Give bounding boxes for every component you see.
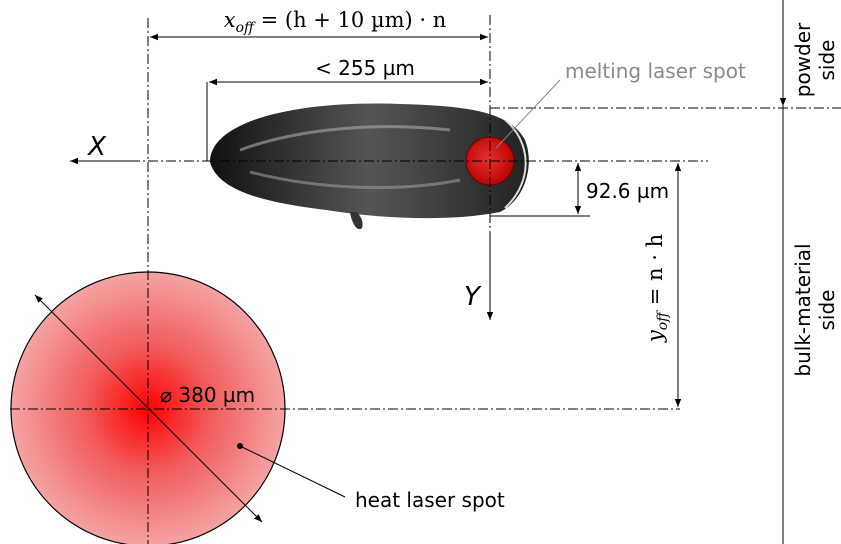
x-axis-label: X [86, 132, 107, 162]
heat-spot-label: heat laser spot [355, 488, 505, 512]
melting-spot-label: melting laser spot [565, 59, 746, 83]
x-offset-formula: xoff = (h + 10 µm) · n [224, 8, 447, 36]
y-axis-label: Y [464, 282, 482, 312]
bulk-side: bulk-materialside [791, 243, 839, 376]
heat-diameter: ⌀ 380 µm [160, 383, 255, 407]
leader-line [496, 80, 560, 148]
powder-side: powderside [791, 22, 839, 97]
melt-width: 92.6 µm [586, 179, 669, 203]
track-length: < 255 µm [315, 56, 415, 80]
diagram: xoff = (h + 10 µm) · n < 255 µm melting … [0, 0, 841, 544]
y-offset-formula: yoff = n · h [643, 234, 671, 343]
